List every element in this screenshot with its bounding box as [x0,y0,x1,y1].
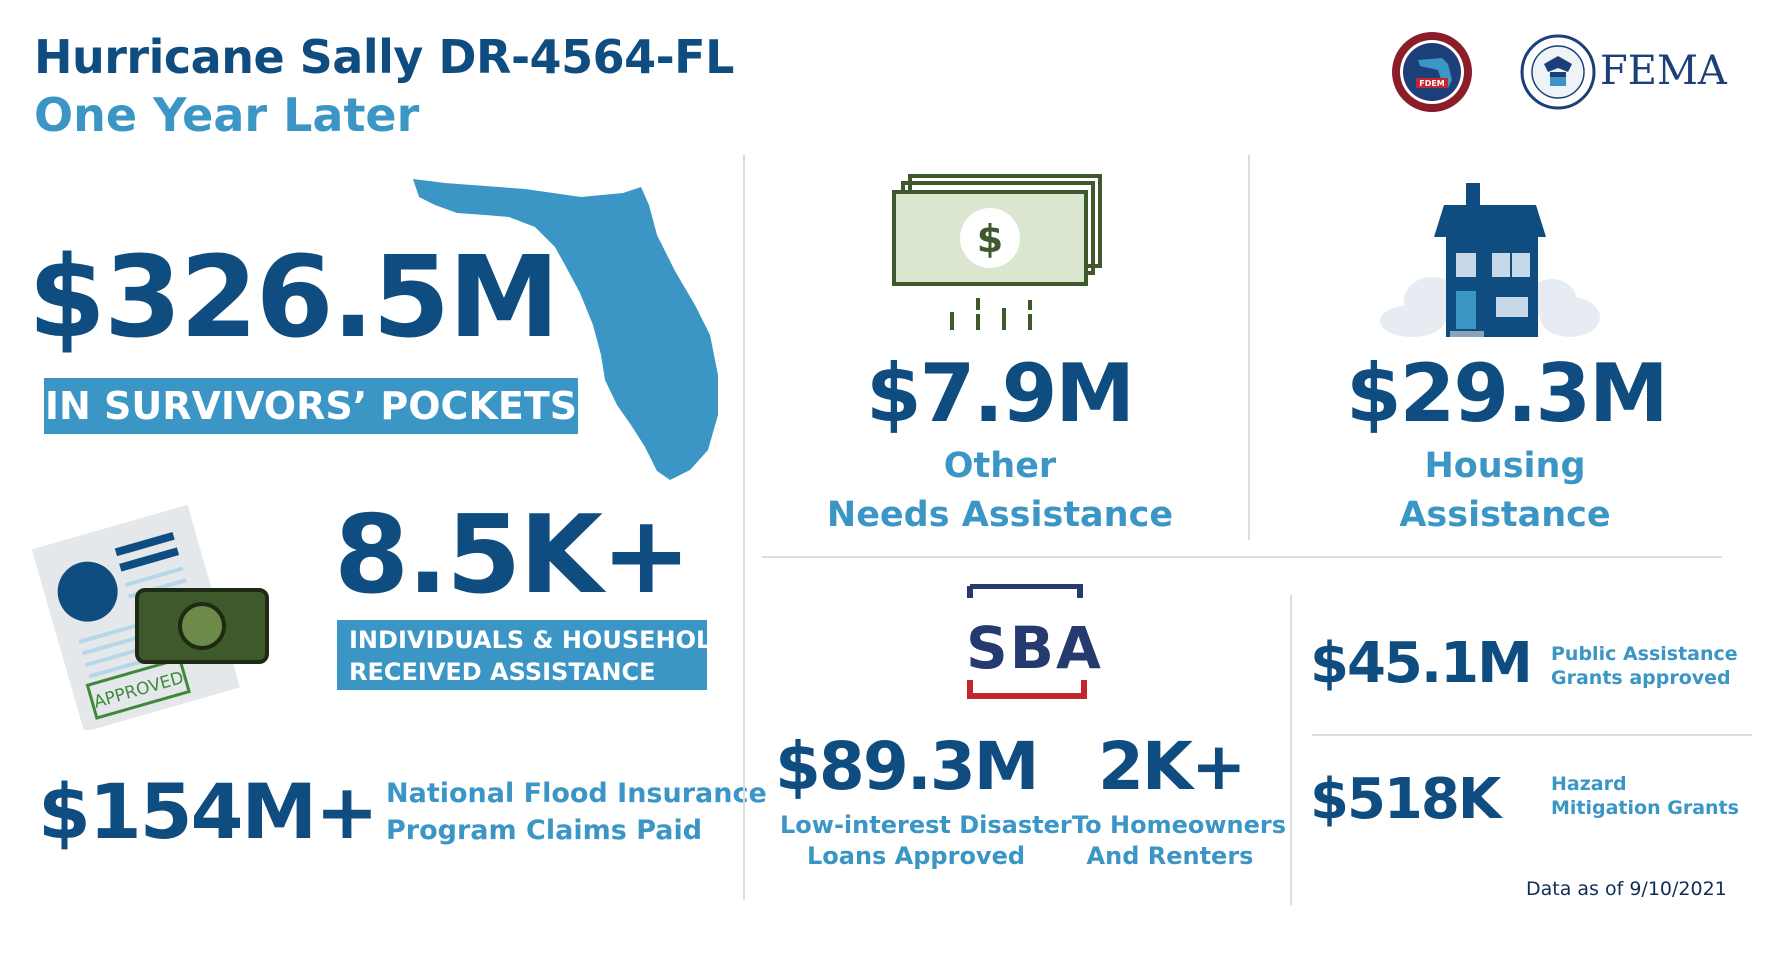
sba-homeowners-label-line1: To Homeowners [1072,811,1287,839]
money-stack-icon: $ [890,170,1102,340]
other-needs-label: Other Needs Assistance [790,442,1210,540]
sba-logo: SBA [960,583,1106,702]
housing-label-line1: Housing [1424,446,1586,486]
house-icon [1380,183,1600,338]
individuals-label-line2: RECEIVED ASSISTANCE [349,658,656,686]
fema-wordmark: FEMA [1600,48,1727,94]
divider-right-small [1312,734,1752,736]
page-title: Hurricane Sally DR-4564-FL [34,30,734,84]
hazard-label: Hazard Mitigation Grants [1551,772,1739,820]
divider-left [743,155,745,900]
svg-text:FDEM: FDEM [1419,79,1445,88]
sba-homeowners-label: To Homeowners And Renters [1072,810,1287,872]
individuals-amount: 8.5K+ [334,493,692,618]
fdem-logo: FDEM [1390,30,1474,114]
public-assistance-label-line1: Public Assistance [1551,643,1738,665]
survivors-amount: $326.5M [28,233,560,363]
sba-loans-label: Low-interest Disaster Loans Approved [780,810,1072,872]
nfip-label-line1: National Flood Insurance [386,778,767,809]
svg-text:$: $ [977,217,1003,261]
hazard-amount: $518K [1310,767,1501,832]
housing-amount: $29.3M [1346,347,1669,440]
divider-horizontal [762,556,1722,558]
sba-loans-label-line1: Low-interest Disaster [780,811,1072,839]
hazard-label-line1: Hazard [1551,773,1627,795]
housing-label-line2: Assistance [1399,495,1611,535]
svg-text:SBA: SBA [966,614,1103,682]
public-assistance-label-line2: Grants approved [1551,667,1731,689]
sba-loans-label-line2: Loans Approved [806,842,1026,870]
divider-bottom-mid [1290,595,1292,905]
individuals-label-line1: INDIVIDUALS & HOUSEHOLDS [349,626,749,654]
florida-map [405,175,725,495]
data-as-of-note: Data as of 9/10/2021 [1526,878,1727,900]
divider-top-mid [1248,155,1250,540]
dhs-seal-icon [1520,34,1596,110]
sba-loans-amount: $89.3M [775,728,1039,805]
survivors-label: IN SURVIVORS’ POCKETS [44,378,578,434]
page-subtitle: One Year Later [34,88,420,142]
sba-homeowners-label-line2: And Renters [1086,842,1254,870]
public-assistance-amount: $45.1M [1310,631,1533,696]
other-needs-label-line2: Needs Assistance [826,495,1174,535]
other-needs-amount: $7.9M [866,347,1135,440]
hazard-label-line2: Mitigation Grants [1551,797,1739,819]
housing-label: Housing Assistance [1300,442,1710,540]
nfip-label: National Flood Insurance Program Claims … [386,775,767,849]
public-assistance-label: Public Assistance Grants approved [1551,642,1738,690]
individuals-label: INDIVIDUALS & HOUSEHOLDS RECEIVED ASSIST… [337,620,749,690]
nfip-amount: $154M+ [38,767,379,856]
nfip-label-line2: Program Claims Paid [386,815,703,846]
other-needs-label-line1: Other [943,446,1057,486]
approved-document-icon: APPROVED [25,490,270,733]
sba-homeowners-amount: 2K+ [1098,728,1246,805]
